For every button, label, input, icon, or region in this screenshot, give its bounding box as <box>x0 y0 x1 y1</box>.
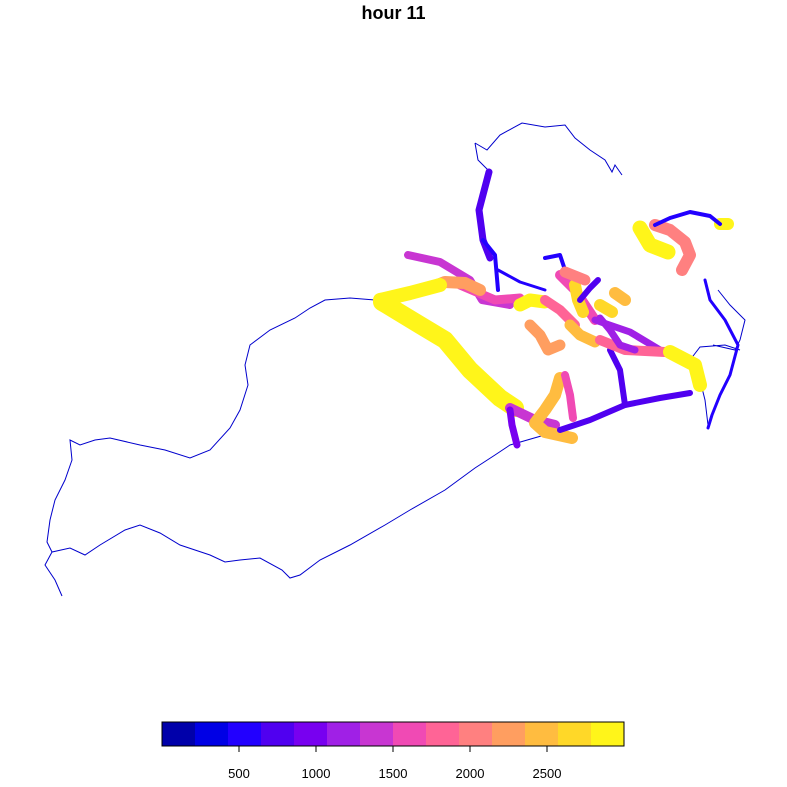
legend-tick-label: 500 <box>228 766 250 781</box>
road-segment <box>607 347 628 408</box>
color-legend: 500 1000 1500 2000 2500 <box>161 721 625 781</box>
road-segment <box>663 345 707 392</box>
legend-swatch <box>426 722 460 746</box>
legend-swatch <box>393 722 427 746</box>
legend-tick-label: 2000 <box>456 766 485 781</box>
road-segment <box>559 266 591 286</box>
road-segment <box>524 319 566 356</box>
road-segment <box>373 293 524 417</box>
legend-swatch <box>558 722 592 746</box>
legend-tick-label: 2500 <box>533 766 562 781</box>
legend-swatch <box>360 722 394 746</box>
legend-swatch <box>492 722 526 746</box>
road-segment <box>649 219 696 276</box>
legend-tick-label: 1500 <box>379 766 408 781</box>
road-segment <box>596 314 639 354</box>
road-segment <box>561 371 577 422</box>
legend-ticks: 500 1000 1500 2000 2500 <box>228 746 561 781</box>
legend-tick-label: 1000 <box>302 766 331 781</box>
road-segment <box>481 238 500 292</box>
road-segment <box>543 253 567 272</box>
legend-swatch <box>294 722 328 746</box>
road-segment <box>653 210 722 227</box>
legend-swatches <box>162 722 625 746</box>
legend-swatch <box>459 722 493 746</box>
region-outline <box>44 122 746 597</box>
road-segment <box>506 406 521 449</box>
road-segment <box>529 372 578 444</box>
road-segment <box>703 278 740 430</box>
roads-layer <box>373 168 740 449</box>
legend-swatch <box>591 722 625 746</box>
legend-swatch <box>228 722 262 746</box>
legend-swatch <box>261 722 295 746</box>
road-segment <box>475 168 494 262</box>
legend-swatch <box>327 722 361 746</box>
road-segment <box>609 287 631 306</box>
legend-swatch <box>525 722 559 746</box>
road-segment <box>513 293 552 312</box>
legend-swatch <box>195 722 229 746</box>
map-title: hour 11 <box>361 3 426 23</box>
road-segment <box>564 319 601 348</box>
road-segment <box>577 277 601 303</box>
road-segment <box>632 220 676 260</box>
road-segment <box>496 268 547 292</box>
legend-swatch <box>162 722 196 746</box>
road-segment <box>594 299 618 318</box>
